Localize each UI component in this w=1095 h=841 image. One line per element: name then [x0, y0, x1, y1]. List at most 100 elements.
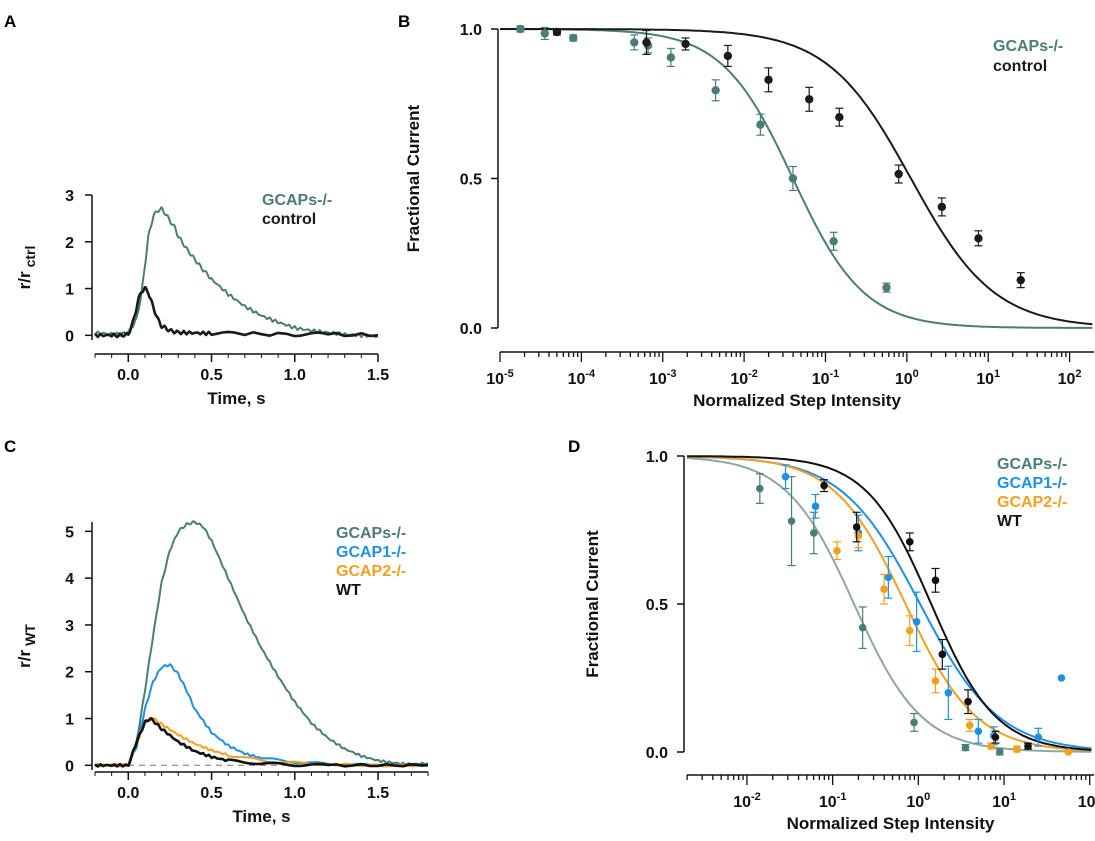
y-axis-label-sub: WT	[22, 624, 38, 646]
fit-curve-control	[500, 28, 1093, 326]
data-point-gcaps	[540, 29, 549, 38]
x-tick-label: 100	[906, 791, 930, 811]
x-tick-exponent: -2	[748, 368, 758, 380]
y-tick-label: 2	[65, 665, 74, 682]
x-tick-label: 10-1	[812, 368, 840, 388]
series-line-gcaps	[94, 520, 429, 768]
legend-label: GCAPs-/-	[336, 525, 406, 542]
x-tick-label: 0.0	[117, 367, 139, 384]
x-tick-exponent: 2	[1075, 368, 1081, 380]
y-tick-label: 5	[65, 524, 74, 541]
y-axis-label-main: r/r	[15, 650, 34, 668]
data-point-gcaps	[569, 33, 578, 43]
x-axis-label: Normalized Step Intensity	[693, 391, 901, 410]
data-point-gcaps	[829, 237, 838, 246]
x-tick-base: 10	[992, 794, 1010, 811]
panel-letter-a: A	[4, 12, 16, 31]
y-tick-label: 3	[65, 618, 74, 635]
y-axis-label: r/r ctrl	[15, 246, 38, 290]
data-point-gcap2	[965, 721, 974, 730]
x-tick-label: 101	[992, 791, 1016, 811]
data-point-gcaps	[995, 748, 1004, 756]
data-point-gcap2	[880, 585, 888, 593]
x-tick-base: 10	[819, 794, 837, 811]
data-point-gcap2	[1013, 745, 1021, 753]
legend-label: control	[262, 211, 316, 228]
x-tick-label: 10-3	[649, 368, 677, 388]
data-point-gcap1	[944, 689, 953, 697]
y-tick-label: 2	[65, 235, 74, 252]
data-point-control	[723, 51, 733, 61]
data-point-gcaps	[630, 38, 639, 47]
x-tick-exponent: -1	[829, 368, 839, 380]
data-point-gcap1	[781, 472, 790, 481]
x-tick-label: 10-1	[819, 791, 847, 811]
x-tick-label: 1.5	[367, 367, 389, 384]
panel-b-chart: 10-5 10-4 10-3 10-2 10-1 100 101 1020.00.51.0No…	[404, 22, 1094, 410]
x-tick-label: 101	[976, 368, 1000, 388]
fit-curve-gcap2	[686, 455, 1092, 752]
data-point-control	[937, 202, 947, 212]
y-axis-label-main: r/r	[15, 271, 34, 289]
x-axis-label: Normalized Step Intensity	[787, 814, 995, 833]
data-point-gcap2	[833, 546, 841, 555]
data-point-wt	[991, 733, 1000, 741]
series-line-wt	[94, 717, 429, 768]
legend-label: GCAP1-/-	[997, 475, 1067, 492]
y-tick-label: 1.0	[460, 22, 482, 39]
y-tick-label: 3	[65, 188, 74, 205]
series-line-gcap1	[94, 663, 429, 768]
fit-curve-gcaps	[686, 457, 1092, 753]
fit-curve-wt	[687, 455, 1092, 751]
data-point-gcaps	[787, 517, 796, 525]
y-tick-label: 4	[65, 571, 74, 588]
data-point-gcaps	[516, 24, 525, 34]
x-tick-exponent: -2	[751, 791, 761, 803]
x-tick-label: 102	[1058, 368, 1082, 388]
data-point-gcap1	[1034, 733, 1043, 741]
x-tick-exponent: -1	[837, 791, 847, 803]
data-point-gcap2	[1064, 748, 1073, 756]
panel-letter-c: C	[4, 437, 16, 456]
y-tick-label: 0.5	[460, 172, 482, 189]
x-tick-label: 1.0	[284, 785, 306, 802]
data-point-control	[764, 75, 773, 85]
x-tick-label: 10-2	[733, 791, 761, 811]
data-point-wt	[931, 576, 940, 585]
y-tick-label: 0.0	[460, 321, 482, 338]
data-point-gcap1	[884, 573, 893, 582]
data-point-wt	[820, 481, 828, 490]
data-point-control	[894, 169, 903, 179]
data-point-gcaps	[788, 174, 798, 183]
legend-label: GCAP2-/-	[336, 563, 406, 580]
data-point-wt	[905, 538, 914, 546]
data-point-gcap2	[905, 626, 914, 635]
data-point-gcap2	[854, 532, 863, 540]
x-tick-exponent: 1	[994, 368, 1000, 380]
data-point-wt	[938, 650, 947, 659]
x-tick-label: 0.0	[117, 785, 139, 802]
data-point-gcaps	[756, 484, 764, 493]
x-tick-base: 10	[1058, 371, 1076, 388]
y-tick-label: 0.0	[646, 745, 668, 762]
data-point-control	[681, 39, 690, 49]
legend-label: GCAP1-/-	[336, 544, 406, 561]
y-tick-label: 1.0	[646, 449, 668, 466]
x-tick-base: 10	[906, 794, 924, 811]
legend-label: WT	[336, 582, 361, 599]
x-tick-label: 1.5	[367, 785, 389, 802]
panel-a-chart: 0.0 0.5 1.0 1.5 0 1 2 3 Time, s r/r ctrl GCAPs-/- co…	[15, 188, 389, 408]
x-tick-base: 10	[649, 371, 667, 388]
y-tick-label: 0	[65, 328, 74, 345]
x-tick-label: 1.0	[284, 367, 306, 384]
y-axis-label: r/r WT	[15, 624, 38, 668]
panel-c-chart: 0.0 0.5 1.0 1.5 0 1 2 3 4 5 Time, s r/r WT GCAPs-/- GC…	[15, 520, 429, 826]
x-tick-base: 10	[730, 371, 748, 388]
data-point-gcaps	[711, 86, 720, 95]
y-axis-label: Fractional Current	[404, 104, 423, 252]
x-tick-exponent: 1	[1010, 791, 1016, 803]
legend-label: control	[993, 58, 1047, 75]
x-tick-base: 10	[733, 794, 751, 811]
